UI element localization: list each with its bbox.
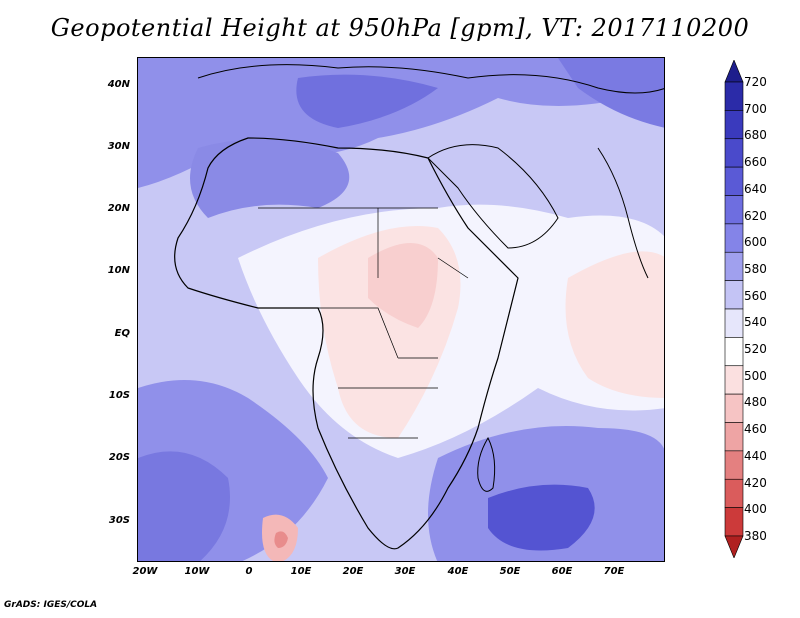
colorbar-label: 420 (744, 475, 767, 490)
lat-label-10n: 10N (107, 265, 130, 276)
colorbar-swatch (724, 280, 744, 310)
lat-label-30n: 30N (107, 141, 130, 152)
colorbar-swatch (724, 478, 744, 508)
contour-610-sahara (190, 139, 350, 218)
lon-label-20e: 20E (342, 566, 364, 577)
colorbar-swatch (724, 422, 744, 452)
lon-label-40e: 40E (447, 566, 469, 577)
chart-title: Geopotential Height at 950hPa [gpm], VT:… (50, 14, 750, 42)
lon-label-10e: 10E (290, 566, 312, 577)
europe-coastline (197, 64, 664, 94)
geopotential-map (138, 58, 664, 561)
india-coastline (597, 147, 649, 279)
colorbar-swatch (724, 365, 744, 395)
colorbar-label: 500 (744, 368, 767, 383)
colorbar-label: 680 (744, 128, 767, 143)
colorbar-swatch (724, 251, 744, 281)
colorbar-label: 460 (744, 422, 767, 437)
colorbar-label: 540 (744, 315, 767, 330)
colorbar-label: 700 (744, 101, 767, 116)
lat-label-20s: 20S (108, 452, 130, 463)
colorbar-swatch (724, 195, 744, 225)
contour-480-cape (274, 531, 288, 548)
colorbar-label: 660 (744, 155, 767, 170)
colorbar-label: 520 (744, 342, 767, 357)
colorbar-swatch (724, 308, 744, 338)
contour-620 (296, 74, 438, 128)
lat-label-30s: 30S (108, 515, 130, 526)
lat-label-20n: 20N (107, 203, 130, 214)
arabia-coastline (427, 144, 559, 249)
colorbar-swatch (724, 337, 744, 367)
colorbar-label: 600 (744, 235, 767, 250)
colorbar-swatch-bottom (724, 535, 744, 558)
madagascar-coastline (477, 436, 496, 492)
contour-520-indian-ocean (565, 251, 664, 398)
lon-label-10w: 10W (184, 566, 210, 577)
colorbar-swatch (724, 138, 744, 168)
colorbar (724, 60, 744, 558)
map-panel (137, 57, 665, 562)
lon-label-0: 0 (245, 566, 253, 577)
lon-label-30e: 30E (394, 566, 416, 577)
lat-label-10s: 10S (108, 390, 130, 401)
colorbar-label: 480 (744, 395, 767, 410)
colorbar-swatch (724, 223, 744, 253)
lon-label-70e: 70E (603, 566, 625, 577)
colorbar-label: 380 (744, 529, 767, 543)
contour-510 (368, 243, 438, 328)
country-borders (258, 207, 469, 439)
lat-label-eq: EQ (114, 328, 130, 339)
colorbar-swatch (724, 450, 744, 480)
colorbar-swatch (724, 507, 744, 537)
colorbar-swatch (724, 166, 744, 196)
colorbar-swatch-top (724, 60, 744, 83)
colorbar-label: 720 (744, 75, 767, 89)
lat-label-40n: 40N (107, 79, 130, 90)
contour-620-east (558, 58, 664, 128)
colorbar-label: 620 (744, 208, 767, 223)
colorbar-swatch (724, 81, 744, 111)
colorbar-label: 580 (744, 261, 767, 276)
colorbar-swatches (724, 60, 744, 558)
colorbar-swatch (724, 110, 744, 140)
lon-label-50e: 50E (499, 566, 521, 577)
colorbar-label: 400 (744, 502, 767, 517)
lon-label-20w: 20W (132, 566, 158, 577)
grads-credit: GrADS: IGES/COLA (4, 600, 98, 610)
contour-640-south-indian (488, 484, 595, 551)
lon-label-60e: 60E (551, 566, 573, 577)
colorbar-label: 440 (744, 448, 767, 463)
colorbar-label: 640 (744, 181, 767, 196)
colorbar-label: 560 (744, 288, 767, 303)
contour-620-south-atlantic (138, 451, 231, 561)
contour-600 (138, 58, 664, 188)
colorbar-swatch (724, 393, 744, 423)
africa-coastline (174, 137, 519, 550)
